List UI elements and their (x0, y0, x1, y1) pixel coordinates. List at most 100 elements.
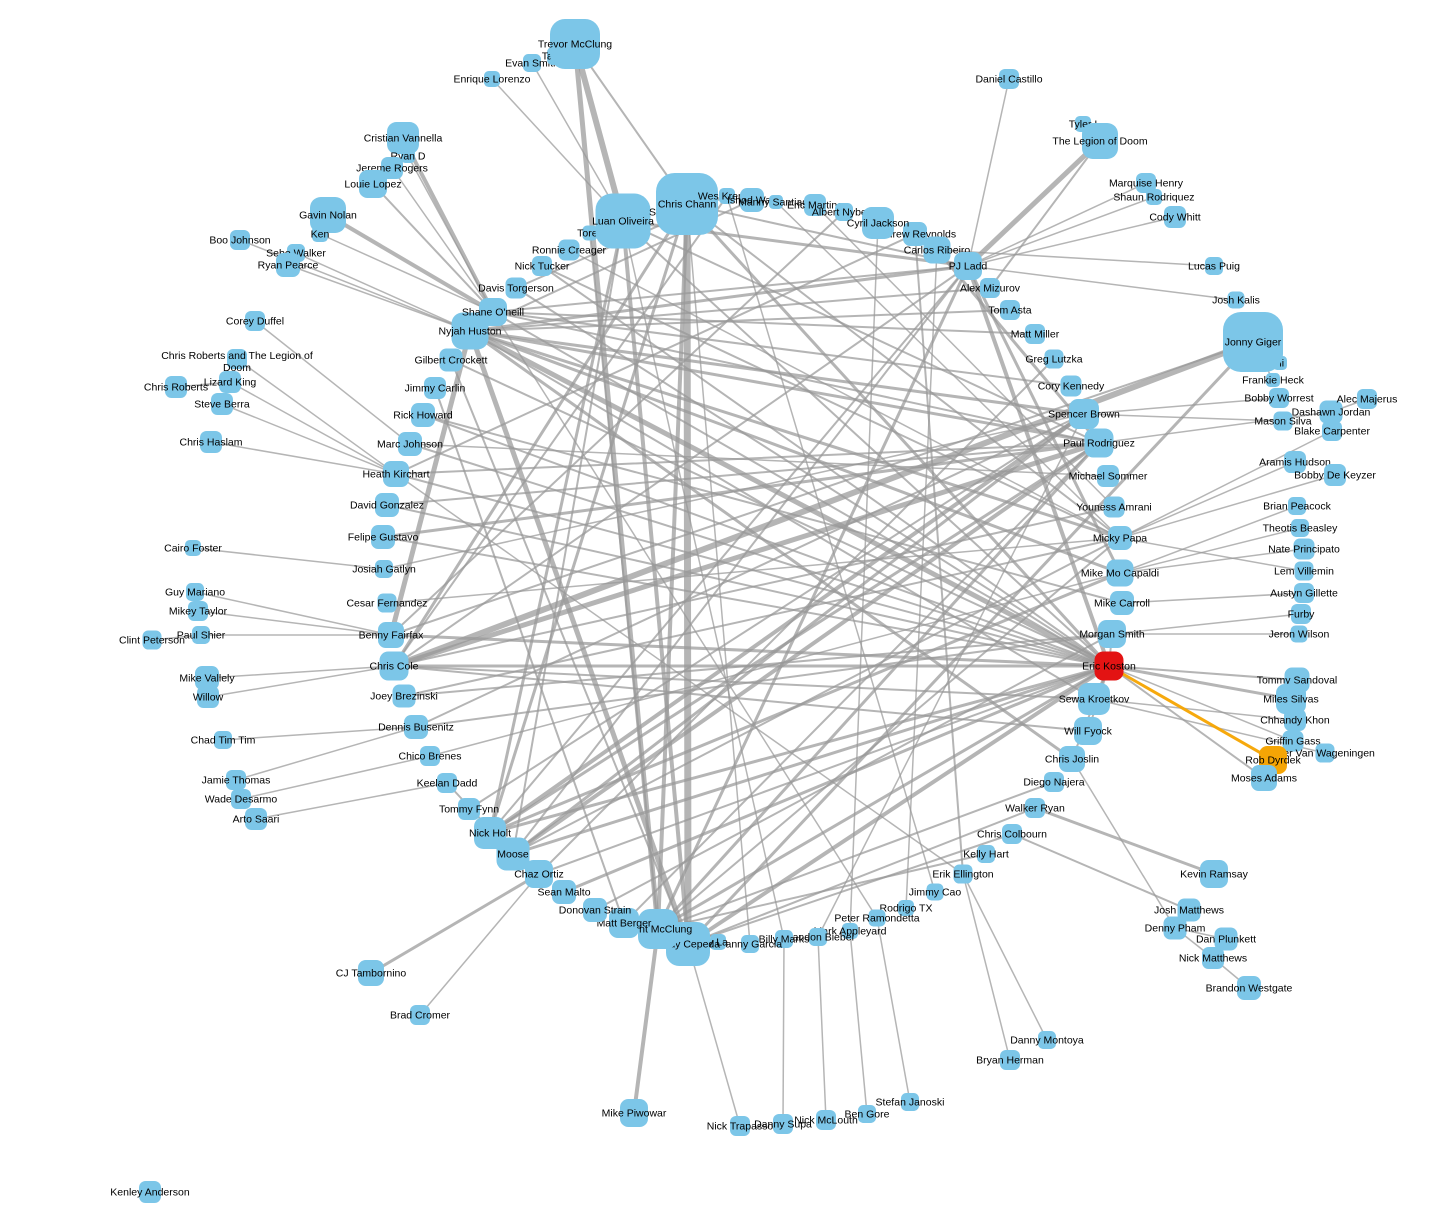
node-rect[interactable] (1059, 746, 1085, 772)
node-rect[interactable] (378, 622, 404, 648)
node-rect[interactable] (1146, 189, 1162, 205)
node-rect[interactable] (165, 376, 187, 398)
node-rect[interactable] (638, 909, 678, 949)
node-jeronwilson[interactable]: Jeron Wilson (1269, 625, 1330, 643)
node-rect[interactable] (1214, 927, 1238, 951)
node-rect[interactable] (1069, 399, 1099, 429)
node-dennisb[interactable]: Dennis Busenitz (378, 715, 454, 739)
node-rect[interactable] (404, 715, 428, 739)
node-rect[interactable] (1357, 389, 1377, 409)
node-rect[interactable] (1000, 300, 1020, 320)
node-cesarf[interactable]: Cesar Fernandez (346, 593, 428, 613)
node-rect[interactable] (1290, 625, 1308, 643)
node-rect[interactable] (719, 188, 735, 204)
node-corykennedy[interactable]: Cory Kennedy (1038, 375, 1105, 397)
node-manny[interactable]: Manny Santiago (738, 195, 814, 209)
node-jamiethomas[interactable]: Jamie Thomas (202, 770, 271, 790)
node-bryanherman[interactable]: Bryan Herman (976, 1050, 1044, 1070)
node-rect[interactable] (377, 593, 397, 613)
node-marquise[interactable]: Marquise Henry (1109, 173, 1184, 193)
node-dannymontoya[interactable]: Danny Montoya (1010, 1031, 1084, 1049)
node-codywhitt[interactable]: Cody Whitt (1149, 206, 1201, 228)
node-rect[interactable] (582, 225, 598, 241)
node-rect[interactable] (1251, 765, 1277, 791)
node-mattberger[interactable]: Matt Berger (597, 908, 652, 938)
node-guymariano[interactable]: Guy Mariano (165, 583, 225, 601)
node-rect[interactable] (583, 898, 607, 922)
node-appleyard[interactable]: Mark Appleyard (814, 923, 887, 939)
node-rect[interactable] (1044, 772, 1064, 792)
node-rect[interactable] (1324, 464, 1346, 486)
node-rect[interactable] (1078, 683, 1110, 715)
node-colbourn[interactable]: Chris Colbourn (977, 824, 1047, 844)
node-cairo[interactable]: Cairo Foster (164, 540, 222, 556)
node-mikeytaylor[interactable]: Mikey Taylor (169, 601, 228, 621)
node-rodrigotx[interactable]: Rodrigo TX (880, 900, 933, 916)
node-rect[interactable] (1002, 824, 1022, 844)
node-rect[interactable] (1103, 496, 1125, 518)
node-rect[interactable] (1293, 538, 1315, 560)
node-rect[interactable] (835, 203, 853, 221)
node-rect[interactable] (1136, 173, 1156, 193)
node-erikell[interactable]: Erik Ellington (932, 864, 994, 884)
node-trevor[interactable]: Trevor McClung (538, 19, 612, 69)
node-chhandy[interactable]: Chhandy Khon (1260, 709, 1330, 731)
node-rvw[interactable]: iger Van Wageningen (1275, 743, 1375, 763)
node-rect[interactable] (773, 1114, 793, 1134)
node-rect[interactable] (898, 900, 914, 916)
node-rect[interactable] (484, 71, 500, 87)
node-rect[interactable] (195, 666, 219, 690)
node-joshmatthews[interactable]: Josh Matthews (1154, 898, 1224, 922)
node-rect[interactable] (809, 928, 827, 946)
node-rect[interactable] (558, 239, 580, 261)
node-danielcastillo[interactable]: Daniel Castillo (975, 69, 1043, 89)
node-rect[interactable] (1000, 1050, 1020, 1070)
node-tommyfynn[interactable]: Tommy Fynn (439, 798, 499, 820)
node-cj[interactable]: CJ Tambornino (336, 960, 407, 986)
node-rect[interactable] (312, 226, 328, 242)
node-rect[interactable] (741, 935, 759, 953)
node-rect[interactable] (740, 188, 764, 212)
node-shaunrod[interactable]: Shaun Rodriquez (1113, 189, 1195, 205)
node-pjladd[interactable]: PJ Ladd (949, 252, 988, 280)
node-rect[interactable] (1291, 604, 1311, 624)
node-davidg[interactable]: David Gonzalez (350, 493, 424, 517)
node-aramis[interactable]: Aramis Hudson (1259, 451, 1331, 473)
node-rect[interactable] (387, 122, 419, 154)
node-rect[interactable] (1164, 206, 1186, 228)
node-rect[interactable] (595, 193, 651, 249)
node-ishod[interactable]: Ishod Wair (727, 188, 777, 212)
node-seanmalto[interactable]: Sean Malto (537, 880, 591, 904)
node-chriscole[interactable]: Chris Cole (369, 651, 419, 681)
node-rect[interactable] (420, 746, 440, 766)
node-furby[interactable]: Furby (1288, 604, 1316, 624)
node-rect[interactable] (186, 583, 204, 601)
node-marcj[interactable]: Marc Johnson (377, 432, 443, 456)
node-blakecarpenter[interactable]: Blake Carpenter (1294, 421, 1370, 441)
node-rect[interactable] (609, 908, 639, 938)
node-masonsilva[interactable]: Mason Silva (1254, 411, 1312, 431)
node-clint[interactable]: Clint Peterson (119, 630, 185, 650)
node-rect[interactable] (868, 909, 886, 927)
node-nickholt[interactable]: Nick Holt (469, 817, 511, 849)
node-brandonwestgate[interactable]: Brandon Westgate (1206, 976, 1293, 1000)
node-jimmycao[interactable]: Jimmy Cao (909, 883, 962, 901)
node-mikepiwowar[interactable]: Mike Piwowar (602, 1099, 667, 1127)
node-arto[interactable]: Arto Saari (233, 808, 280, 830)
node-bobbyworrest[interactable]: Bobby Worrest (1244, 388, 1314, 408)
node-milessilvas[interactable]: Miles Silvas (1263, 684, 1319, 714)
node-rect[interactable] (923, 236, 951, 264)
node-rect[interactable] (451, 312, 489, 350)
node-rect[interactable] (398, 432, 422, 456)
node-louie[interactable]: Louie Lopez (344, 170, 402, 198)
node-trentmcclung[interactable]: Trent McClung (624, 909, 693, 949)
node-morgansmith[interactable]: Morgan Smith (1079, 620, 1145, 648)
node-mattmiller[interactable]: Matt Miller (1011, 324, 1060, 344)
node-benny[interactable]: Benny Fairfax (359, 622, 425, 648)
node-rect[interactable] (200, 431, 222, 453)
node-jimmycarlin[interactable]: Jimmy Carlin (405, 377, 466, 399)
node-nickmatthews[interactable]: Nick Matthews (1179, 947, 1247, 969)
node-mosesadams[interactable]: Moses Adams (1231, 765, 1297, 791)
node-rect[interactable] (1322, 421, 1342, 441)
node-rect[interactable] (1288, 497, 1306, 515)
